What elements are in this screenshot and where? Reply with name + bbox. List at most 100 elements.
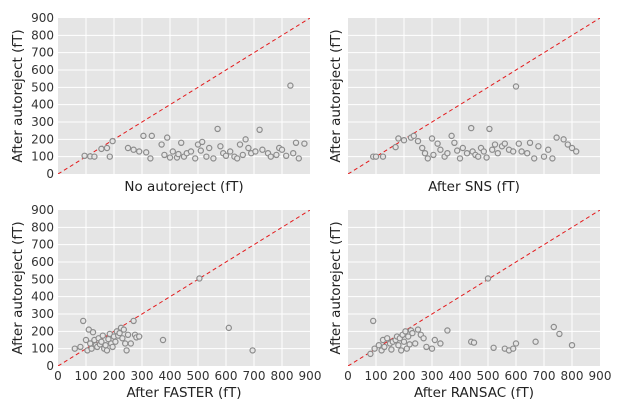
data-point bbox=[222, 152, 230, 159]
data-point bbox=[98, 338, 105, 345]
data-point bbox=[79, 317, 87, 325]
data-point bbox=[400, 338, 408, 345]
data-point bbox=[568, 342, 576, 349]
data-point bbox=[148, 132, 155, 140]
data-point bbox=[403, 345, 410, 352]
x-tick-label: 800 bbox=[271, 369, 294, 383]
data-point bbox=[175, 150, 182, 158]
data-point bbox=[161, 151, 168, 159]
data-point bbox=[177, 139, 185, 146]
x-tick-label: 700 bbox=[243, 369, 266, 383]
data-point bbox=[236, 141, 244, 148]
data-point bbox=[556, 330, 563, 338]
y-tick-label: 400 bbox=[31, 98, 54, 112]
data-point bbox=[191, 155, 199, 162]
x-tick-label: 600 bbox=[505, 369, 528, 383]
data-point bbox=[163, 134, 171, 141]
data-point bbox=[210, 155, 217, 162]
x-tick-label: 900 bbox=[299, 369, 322, 383]
y-axis-label: After autoreject (fT) bbox=[328, 29, 344, 162]
data-point bbox=[103, 347, 111, 354]
x-axis-label: After RANSAC (fT) bbox=[414, 385, 534, 401]
y-tick-label: 700 bbox=[31, 46, 54, 60]
data-point bbox=[295, 155, 302, 162]
data-point bbox=[82, 336, 90, 344]
data-point bbox=[375, 342, 382, 349]
x-tick-label: 100 bbox=[75, 369, 98, 383]
data-point bbox=[124, 331, 132, 338]
data-point bbox=[573, 148, 580, 155]
data-point bbox=[245, 144, 252, 152]
y-tick-label: 900 bbox=[31, 11, 54, 25]
data-point bbox=[410, 132, 417, 140]
data-point bbox=[412, 340, 419, 347]
data-point bbox=[135, 148, 143, 155]
y-tick-label: 600 bbox=[31, 63, 54, 77]
x-tick-label: 400 bbox=[159, 369, 182, 383]
data-point bbox=[187, 148, 195, 155]
data-point bbox=[81, 152, 88, 159]
data-point bbox=[205, 144, 213, 152]
x-tick-label: 900 bbox=[589, 369, 612, 383]
data-point bbox=[524, 149, 531, 157]
x-tick-label: 200 bbox=[393, 369, 416, 383]
data-point bbox=[486, 125, 493, 133]
data-point bbox=[501, 140, 508, 147]
data-point bbox=[259, 146, 266, 153]
data-point bbox=[99, 332, 107, 339]
y-tick-label: 100 bbox=[31, 150, 54, 164]
y-tick-label: 0 bbox=[46, 359, 54, 373]
data-points bbox=[71, 275, 256, 354]
y-axis-label: After autoreject (fT) bbox=[10, 221, 26, 354]
y-tick-label: 400 bbox=[31, 290, 54, 304]
data-point bbox=[283, 152, 290, 159]
y-tick-label: 800 bbox=[31, 220, 54, 234]
data-point bbox=[197, 147, 204, 154]
data-point bbox=[120, 326, 128, 333]
data-point bbox=[475, 153, 482, 160]
data-point bbox=[239, 151, 246, 159]
data-point bbox=[106, 153, 114, 160]
data-point bbox=[217, 143, 224, 150]
data-point bbox=[290, 149, 297, 157]
data-point bbox=[159, 336, 167, 344]
data-point bbox=[71, 345, 79, 352]
data-point bbox=[121, 340, 129, 347]
data-point bbox=[414, 137, 422, 145]
y-axis-label: After autoreject (fT) bbox=[10, 29, 26, 162]
data-point bbox=[249, 347, 256, 354]
data-point bbox=[515, 140, 523, 147]
data-point bbox=[142, 149, 150, 156]
data-point bbox=[468, 124, 475, 132]
x-tick-label: 0 bbox=[54, 369, 62, 383]
subplot-4: 0 100 200 300 400 500 600 700 800 900 After RANSAC… bbox=[328, 210, 611, 401]
data-point bbox=[510, 148, 517, 155]
data-point bbox=[494, 149, 501, 157]
data-point bbox=[91, 153, 98, 160]
data-point bbox=[203, 153, 210, 160]
data-point bbox=[226, 148, 234, 155]
data-point bbox=[470, 339, 478, 346]
data-point bbox=[242, 136, 249, 143]
data-point bbox=[483, 154, 490, 161]
data-point bbox=[553, 134, 560, 141]
data-points bbox=[81, 82, 308, 162]
data-point bbox=[140, 132, 147, 140]
data-point bbox=[130, 146, 137, 153]
y-tick-label: 700 bbox=[31, 238, 54, 252]
data-points bbox=[370, 83, 580, 162]
data-point bbox=[484, 275, 492, 282]
data-point bbox=[103, 144, 111, 152]
data-point bbox=[371, 345, 378, 352]
data-point bbox=[419, 144, 426, 152]
data-point bbox=[430, 151, 437, 159]
data-point bbox=[89, 329, 97, 336]
data-point bbox=[568, 144, 576, 152]
data-point bbox=[431, 336, 438, 344]
y-axis-label: After autoreject (fT) bbox=[328, 221, 344, 354]
y-tick-label: 0 bbox=[46, 167, 54, 181]
identity-line bbox=[348, 210, 600, 366]
data-point bbox=[384, 335, 391, 342]
data-point bbox=[564, 141, 572, 148]
data-point bbox=[400, 136, 408, 144]
